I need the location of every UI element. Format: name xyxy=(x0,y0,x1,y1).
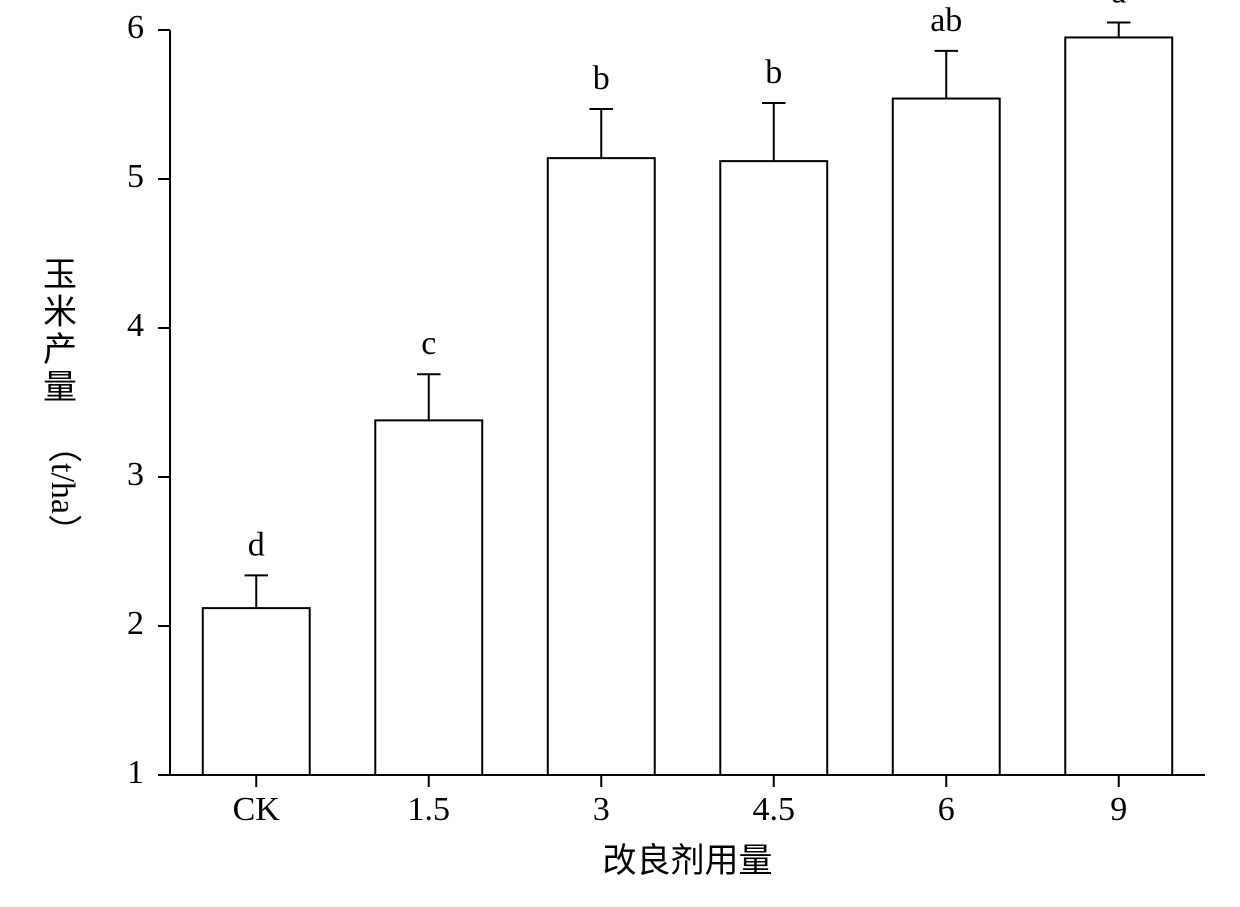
significance-label: d xyxy=(248,526,265,563)
bar xyxy=(893,99,1000,775)
y-tick-label: 5 xyxy=(127,158,144,195)
significance-label: a xyxy=(1111,0,1126,11)
x-tick-label: 9 xyxy=(1110,791,1127,828)
x-axis-label: 改良剂用量 xyxy=(603,842,773,880)
y-axis-label-char: 量 xyxy=(43,369,77,406)
x-tick-label: 1.5 xyxy=(408,791,451,828)
y-tick-label: 1 xyxy=(127,754,144,791)
y-tick-label: 4 xyxy=(127,307,144,344)
bar-chart: 1 2 3 4 5 6 d CK c 1.5 b 3 b 4.5 ab 6 a 9 改良剂用量 玉米产量 （t/ha） xyxy=(0,0,1240,907)
significance-label: c xyxy=(421,325,436,362)
x-tick-label: 4.5 xyxy=(753,791,796,828)
x-tick-label: CK xyxy=(233,791,281,828)
bar xyxy=(203,608,310,775)
x-tick-label: 3 xyxy=(593,791,610,828)
y-axis-label-char: 米 xyxy=(43,294,77,332)
y-axis-label-char: 玉 xyxy=(43,257,77,294)
y-axis-label-char: 产 xyxy=(43,331,77,369)
bar xyxy=(720,161,827,775)
y-tick-label: 2 xyxy=(127,605,144,642)
bar-chart-svg: 1 2 3 4 5 6 d CK c 1.5 b 3 b 4.5 ab 6 a 9 改良剂用量 玉米产量 （t/ha） xyxy=(0,0,1240,907)
bar xyxy=(375,420,482,775)
bar xyxy=(1065,37,1172,775)
y-axis-label-paren: （t/ha） xyxy=(44,429,82,548)
y-tick-label: 3 xyxy=(127,456,144,493)
bar xyxy=(548,158,655,775)
x-tick-label: 6 xyxy=(938,791,955,828)
svg-text:（t/ha）: （t/ha） xyxy=(44,429,82,548)
significance-label: ab xyxy=(930,2,962,39)
y-tick-label: 6 xyxy=(127,9,144,46)
significance-label: b xyxy=(593,60,610,97)
significance-label: b xyxy=(765,54,782,91)
